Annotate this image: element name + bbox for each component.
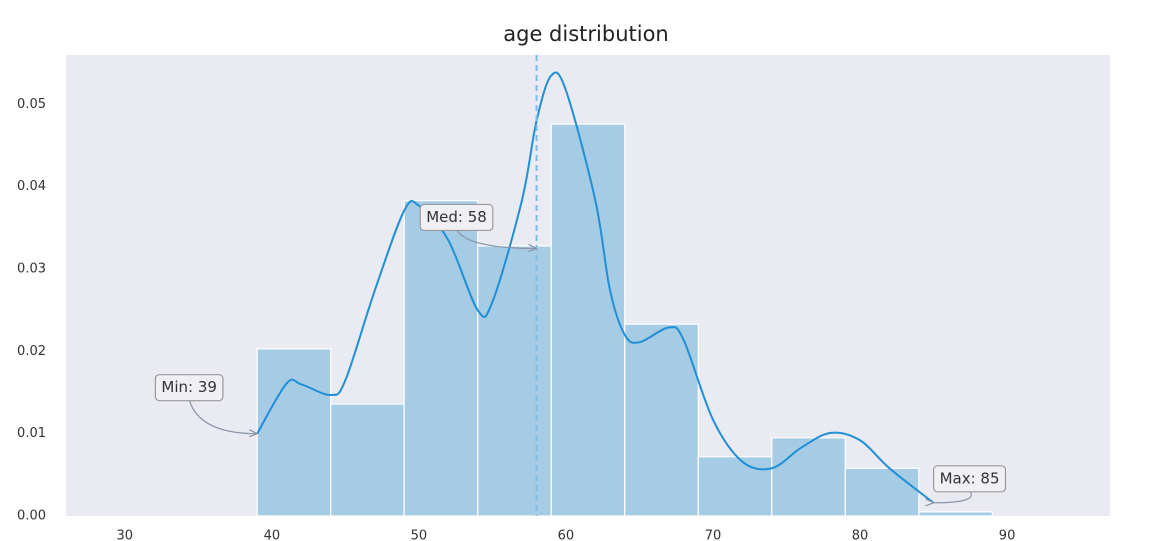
- x-tick-label: 40: [264, 529, 281, 541]
- bar: [624, 323, 699, 517]
- x-tick-label: 60: [558, 529, 575, 541]
- annotation-label: Max: 85: [940, 469, 1000, 487]
- y-tick-label: 0.05: [17, 97, 46, 112]
- chart-title: age distribution: [503, 22, 668, 46]
- x-tick-label: 70: [705, 529, 722, 541]
- bar: [918, 511, 993, 517]
- bar: [844, 467, 920, 517]
- bar: [330, 403, 405, 517]
- annotation-arrow: [456, 229, 537, 250]
- annotation-label: Min: 39: [161, 378, 217, 396]
- bar: [477, 245, 552, 517]
- bar: [256, 348, 332, 517]
- arrow-head: [248, 429, 259, 438]
- y-tick-label: 0.01: [17, 426, 46, 441]
- y-tick-label: 0.04: [17, 179, 46, 194]
- bar: [771, 437, 846, 517]
- annotation-arrow: [188, 399, 258, 435]
- y-tick-label: 0.02: [17, 344, 46, 359]
- annotation-label: Med: 58: [426, 208, 487, 226]
- arrow-head: [925, 498, 936, 507]
- bar: [550, 123, 626, 517]
- annotation-box: [154, 374, 224, 402]
- annotation-arrow: [933, 490, 972, 504]
- annotation-box: [419, 203, 494, 232]
- kde-line: [256, 71, 935, 504]
- y-tick-label: 0.03: [17, 262, 46, 277]
- annotation-box: [932, 465, 1007, 493]
- bar: [403, 200, 479, 517]
- bar: [697, 456, 773, 517]
- x-tick-label: 30: [117, 529, 134, 541]
- arrow-head: [528, 243, 539, 253]
- x-tick-label: 80: [852, 529, 869, 541]
- x-tick-label: 90: [999, 529, 1016, 541]
- x-tick-label: 50: [411, 529, 428, 541]
- y-tick-label: 0.00: [17, 509, 46, 524]
